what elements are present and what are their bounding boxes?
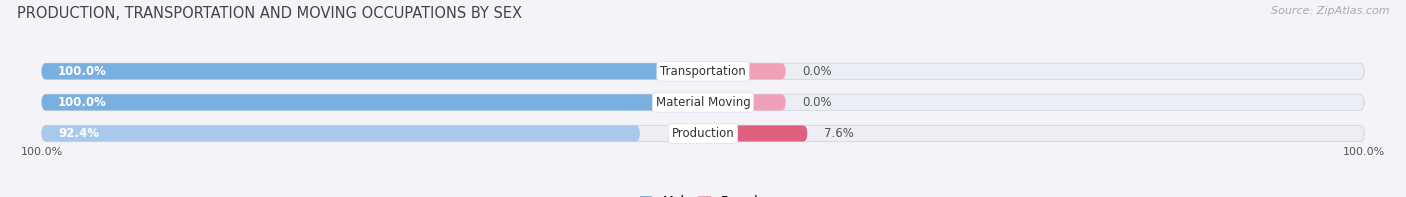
Text: 100.0%: 100.0% bbox=[58, 65, 107, 78]
Text: 100.0%: 100.0% bbox=[21, 147, 63, 157]
Text: Material Moving: Material Moving bbox=[655, 96, 751, 109]
Text: 92.4%: 92.4% bbox=[58, 127, 100, 140]
FancyBboxPatch shape bbox=[42, 94, 682, 111]
Text: 7.6%: 7.6% bbox=[824, 127, 853, 140]
Text: Source: ZipAtlas.com: Source: ZipAtlas.com bbox=[1271, 6, 1389, 16]
Text: 100.0%: 100.0% bbox=[58, 96, 107, 109]
FancyBboxPatch shape bbox=[42, 125, 640, 141]
FancyBboxPatch shape bbox=[682, 94, 786, 111]
Text: PRODUCTION, TRANSPORTATION AND MOVING OCCUPATIONS BY SEX: PRODUCTION, TRANSPORTATION AND MOVING OC… bbox=[17, 6, 522, 21]
Text: 100.0%: 100.0% bbox=[1343, 147, 1385, 157]
FancyBboxPatch shape bbox=[42, 125, 1364, 141]
Text: Production: Production bbox=[672, 127, 734, 140]
Text: 0.0%: 0.0% bbox=[803, 96, 832, 109]
FancyBboxPatch shape bbox=[42, 63, 682, 79]
Text: 0.0%: 0.0% bbox=[803, 65, 832, 78]
FancyBboxPatch shape bbox=[682, 63, 786, 79]
Legend: Male, Female: Male, Female bbox=[640, 195, 766, 197]
FancyBboxPatch shape bbox=[42, 63, 1364, 79]
FancyBboxPatch shape bbox=[682, 125, 807, 141]
FancyBboxPatch shape bbox=[42, 94, 1364, 111]
Text: Transportation: Transportation bbox=[661, 65, 745, 78]
